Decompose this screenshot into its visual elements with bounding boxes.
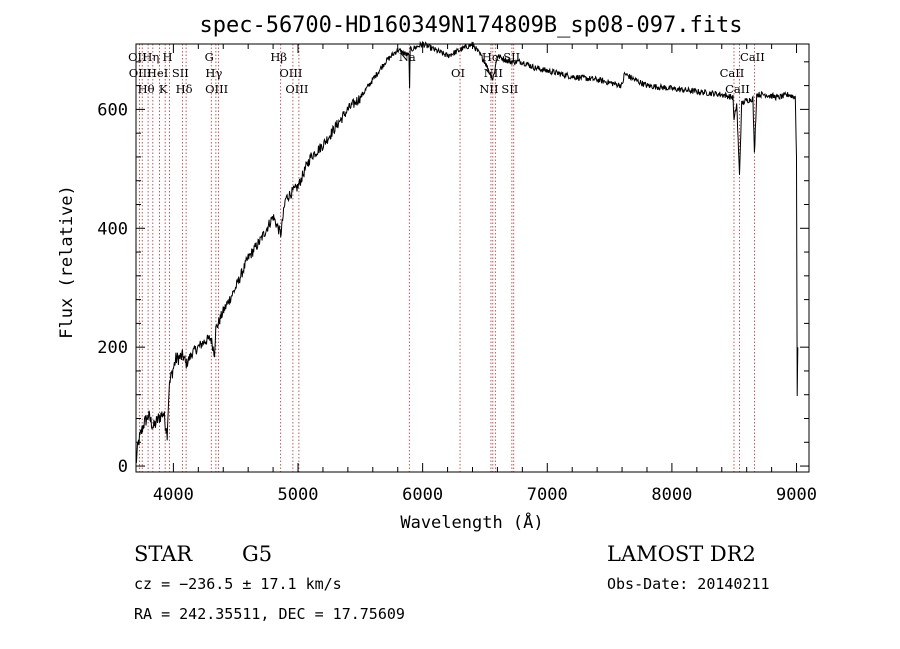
- y-axis-ticks: 0 200 400 600: [97, 61, 809, 477]
- line-marker-label: Hη: [142, 50, 159, 64]
- line-marker-label: Hα: [482, 50, 500, 64]
- plot-frame: [135, 43, 810, 473]
- redshift-cz: cz = −236.5 ± 17.1 km/s: [134, 575, 342, 593]
- line-marker-label: CaII: [740, 50, 765, 64]
- emission-line-labels: OIIOIIIHθHηHeIKHSIIHδGHγOIIIHβOIIIOIIINa…: [128, 50, 765, 96]
- line-marker-label: SII: [172, 66, 189, 80]
- line-marker-label: G: [205, 50, 214, 64]
- y-axis-label: Flux (relative): [57, 185, 77, 339]
- line-marker-label: OIII: [129, 66, 152, 80]
- survey-release: LAMOST DR2: [607, 542, 756, 566]
- line-marker-label: NII: [479, 82, 498, 96]
- chart-title: spec-56700-HD160349N174809B_sp08-097.fit…: [199, 13, 742, 38]
- line-marker-label: SII: [501, 82, 518, 96]
- x-tick-label: 7000: [527, 485, 568, 505]
- y-tick-label: 200: [97, 338, 128, 358]
- x-tick-label: 4000: [153, 485, 194, 505]
- x-tick-label: 9000: [776, 485, 817, 505]
- ra-dec: RA = 242.35511, DEC = 17.75609: [134, 605, 405, 623]
- line-marker-label: Hγ: [205, 66, 222, 80]
- line-marker-label: OIII: [285, 82, 308, 96]
- y-tick-label: 0: [118, 457, 128, 477]
- emission-line-markers: [138, 44, 755, 472]
- line-marker-label: OI: [451, 66, 465, 80]
- object-subclass: G5: [242, 542, 272, 566]
- line-marker-label: K: [159, 82, 168, 96]
- line-marker-label: OII: [128, 50, 147, 64]
- line-marker-label: OIII: [279, 66, 302, 80]
- y-tick-label: 400: [97, 219, 128, 239]
- spectrum-series-line: [135, 40, 799, 464]
- line-marker-label: Hδ: [176, 82, 193, 96]
- line-marker-label: OIII: [205, 82, 228, 96]
- line-marker-label: CaII: [720, 66, 745, 80]
- x-axis-ticks: 4000 5000 6000 7000 8000 9000: [153, 44, 817, 505]
- line-marker-label: H: [163, 50, 173, 64]
- line-marker-label: CaII: [725, 82, 750, 96]
- y-tick-label: 600: [97, 100, 128, 120]
- x-tick-label: 8000: [651, 485, 692, 505]
- object-class: STAR: [134, 542, 193, 566]
- obs-date: Obs-Date: 20140211: [607, 575, 770, 593]
- x-tick-label: 5000: [278, 485, 319, 505]
- line-marker-label: Hβ: [270, 50, 287, 64]
- x-tick-label: 6000: [402, 485, 443, 505]
- x-axis-label: Wavelength (Å): [400, 511, 543, 533]
- line-marker-label: Hθ: [138, 82, 155, 96]
- line-marker-label: HeI: [147, 66, 168, 80]
